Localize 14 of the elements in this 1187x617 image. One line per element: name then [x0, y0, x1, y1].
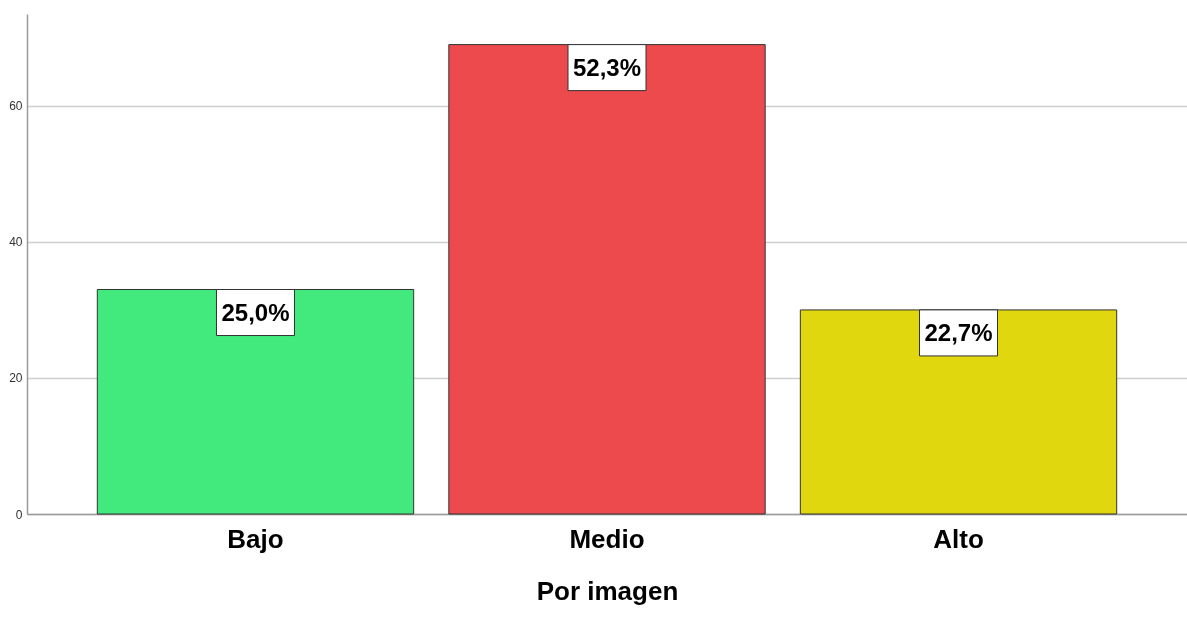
x-tick-label: Alto	[933, 523, 984, 554]
y-tick-label: 20	[9, 371, 23, 386]
annotation: 25,0%	[221, 298, 290, 326]
bar	[799, 309, 1118, 515]
y-tick-label: 60	[9, 99, 23, 114]
y-tick-label: 0	[15, 507, 23, 522]
x-tick-label: Medio	[569, 523, 645, 554]
annotation: 22,7%	[924, 318, 993, 346]
y-tick-label: 40	[9, 235, 23, 250]
x-axis-title: Por imagen	[536, 575, 679, 606]
annotation: 52,3%	[572, 53, 642, 81]
x-tick-label: Bajo	[227, 523, 284, 554]
bar	[448, 44, 766, 515]
bar	[96, 289, 415, 515]
